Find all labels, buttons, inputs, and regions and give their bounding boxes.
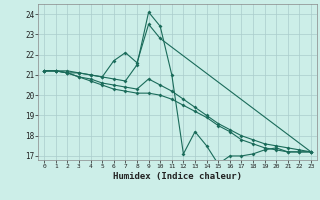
X-axis label: Humidex (Indice chaleur): Humidex (Indice chaleur) [113, 172, 242, 181]
